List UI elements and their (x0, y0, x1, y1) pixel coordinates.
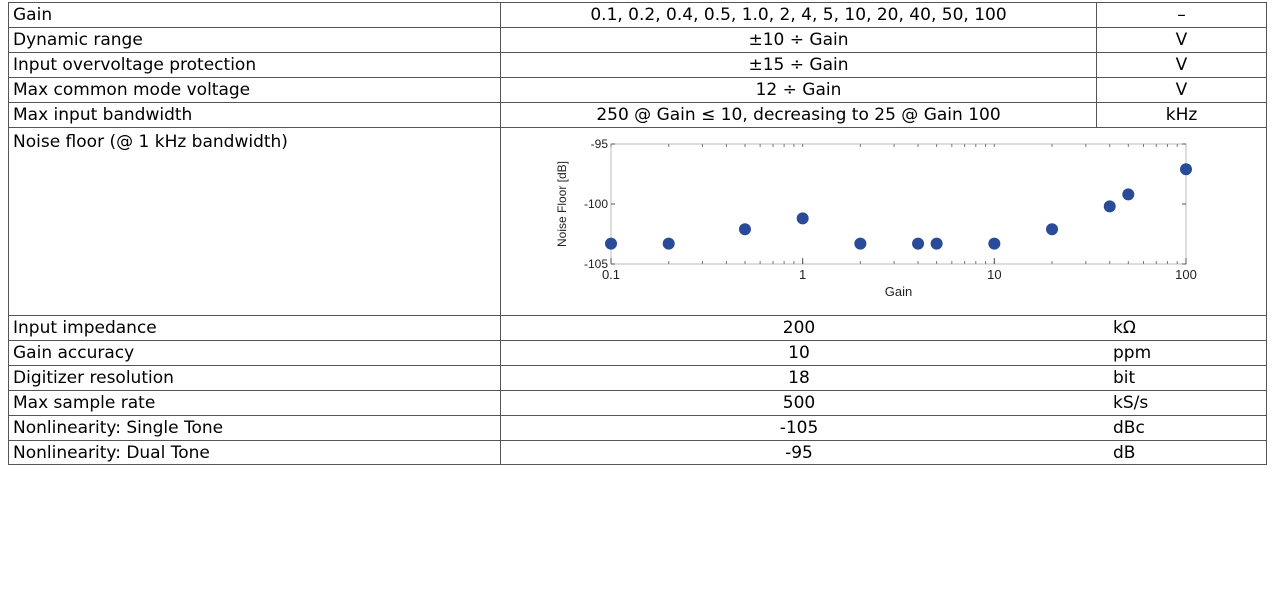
data-point (796, 212, 809, 225)
param-cell: Max sample rate (9, 391, 501, 415)
data-point (1180, 163, 1192, 176)
data-point (1103, 200, 1116, 213)
unit-cell: kS/s (1113, 393, 1149, 413)
table-row: Nonlinearity: Dual Tone -95 dB (8, 440, 1267, 465)
param-cell: Gain (9, 3, 501, 27)
unit-cell: V (1175, 30, 1188, 50)
unit-cell: bit (1113, 368, 1136, 388)
table-row: Input overvoltage protection ±15 ÷ Gain V (8, 52, 1267, 77)
param-cell: Max input bandwidth (9, 103, 501, 127)
value-cell: 200 (782, 318, 816, 338)
table-row: Max common mode voltage 12 ÷ Gain V (8, 77, 1267, 102)
data-point (988, 237, 1001, 250)
data-point (854, 237, 867, 250)
data-point (1122, 188, 1135, 201)
y-axis-label: Noise Floor [dB] (555, 161, 569, 247)
value-cell: 10 (788, 343, 810, 363)
table-row-noise-floor: Noise floor (@ 1 kHz bandwidth) 0.1 1 10 100… (8, 127, 1267, 315)
table-row: Gain 0.1, 0.2, 0.4, 0.5, 1.0, 2, 4, 5, 10… (8, 2, 1267, 27)
param-cell: Noise floor (@ 1 kHz bandwidth) (9, 128, 501, 315)
unit-cell: – (1177, 5, 1186, 25)
table-row: Max input bandwidth 250 @ Gain ≤ 10, decr… (8, 102, 1267, 127)
value-cell: 250 @ Gain ≤ 10, decreasing to 25 @ Gain… (501, 103, 1097, 127)
param-cell: Nonlinearity: Single Tone (9, 416, 501, 440)
plot-frame (610, 143, 1187, 265)
unit-cell: kΩ (1113, 318, 1136, 338)
table-row: Nonlinearity: Single Tone -105 dBc (8, 415, 1267, 440)
value-cell: 500 (782, 393, 816, 413)
x-tick-label: 10 (987, 267, 1001, 282)
value-cell: 12 ÷ Gain (501, 78, 1097, 102)
table-row: Gain accuracy 10 ppm (8, 340, 1267, 365)
table-row: Digitizer resolution 18 bit (8, 365, 1267, 390)
x-tick-label: 1 (799, 267, 806, 282)
x-tick-label: 0.1 (602, 267, 620, 282)
unit-cell: V (1175, 80, 1188, 100)
data-point (605, 237, 617, 250)
table-row: Input impedance 200 kΩ (8, 315, 1267, 340)
value-cell: ±15 ÷ Gain (501, 53, 1097, 77)
unit-cell: kHz (1165, 105, 1198, 125)
value-cell: -95 (785, 442, 813, 463)
unit-cell: dBc (1113, 418, 1145, 438)
value-cell: 18 (788, 368, 810, 388)
noise-floor-chart-cell: 0.1 1 10 100 -95 -100 -105 Gain Noise Floor [dB] (501, 128, 1266, 315)
y-tick-label: -105 (584, 257, 608, 271)
data-point (1046, 223, 1059, 236)
value-cell: -105 (779, 418, 819, 438)
unit-cell: ppm (1113, 343, 1152, 363)
value-cell: ±10 ÷ Gain (501, 28, 1097, 52)
x-tick-label: 100 (1175, 267, 1197, 282)
param-cell: Nonlinearity: Dual Tone (9, 441, 501, 464)
param-cell: Max common mode voltage (9, 78, 501, 102)
param-cell: Gain accuracy (9, 341, 501, 365)
data-point (662, 237, 675, 250)
value-cell: 0.1, 0.2, 0.4, 0.5, 1.0, 2, 4, 5, 10, 20… (501, 3, 1097, 27)
noise-floor-chart: 0.1 1 10 100 -95 -100 -105 Gain Noise Floor [dB] (555, 137, 1197, 299)
table-row: Dynamic range ±10 ÷ Gain V (8, 27, 1267, 52)
table-row: Max sample rate 500 kS/s (8, 390, 1267, 415)
unit-cell: V (1175, 55, 1188, 75)
unit-cell: dB (1113, 442, 1136, 463)
data-point (738, 223, 751, 236)
data-point (930, 237, 943, 250)
x-axis-label: Gain (885, 284, 912, 299)
param-cell: Digitizer resolution (9, 366, 501, 390)
param-cell: Input overvoltage protection (9, 53, 501, 77)
y-tick-label: -100 (584, 197, 608, 211)
y-tick-label: -95 (591, 137, 609, 151)
param-cell: Input impedance (9, 316, 501, 340)
data-point (912, 237, 925, 250)
param-cell: Dynamic range (9, 28, 501, 52)
